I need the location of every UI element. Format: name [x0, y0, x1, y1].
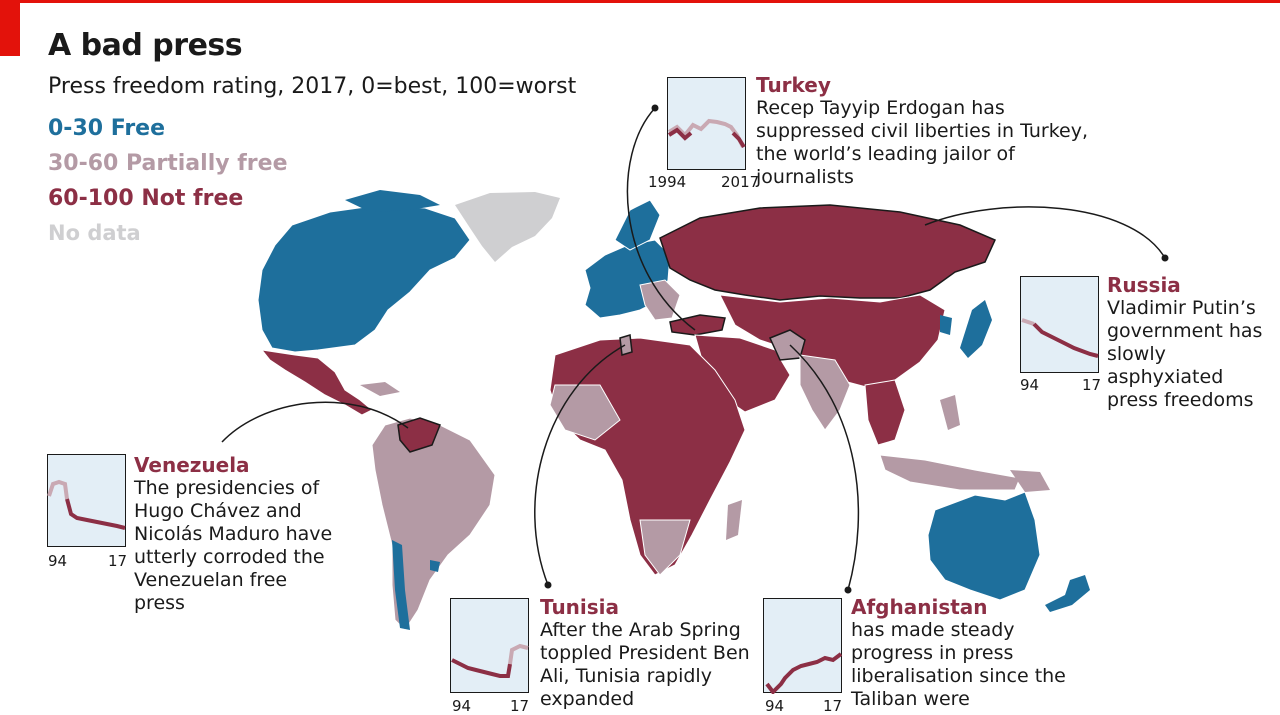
- russia-text: Vladimir Putin’s government has slowly a…: [1107, 297, 1263, 411]
- region-new-zealand: [1045, 575, 1090, 612]
- region-uruguay: [430, 560, 440, 572]
- leader-tunisia: [534, 344, 626, 586]
- tunisia-text: After the Arab Spring toppled President …: [540, 619, 750, 710]
- tunisia-axis-start: 94: [452, 697, 472, 715]
- afghanistan-text: has made steady progress in press libera…: [851, 619, 1066, 710]
- russia-axis-end: 17: [1082, 376, 1102, 394]
- region-new-guinea: [1010, 470, 1050, 492]
- region-mexico: [260, 349, 373, 416]
- region-southeast-asia: [864, 379, 906, 446]
- region-turkey: [669, 314, 726, 336]
- region-chile: [392, 540, 410, 630]
- russia-axis-start: 94: [1020, 376, 1040, 394]
- leader-tunisia-dot: [544, 581, 552, 589]
- russia-sparkline: [1020, 276, 1099, 373]
- region-scandinavia: [614, 199, 661, 251]
- region-greenland: [455, 192, 560, 262]
- legend-partially-free: 30-60 Partially free: [48, 151, 288, 176]
- turkey-sparkline: [667, 77, 746, 170]
- region-japan: [960, 300, 992, 358]
- legend: 0-30 Free 30-60 Partially free 60-100 No…: [48, 116, 288, 249]
- venezuela-text: The presidencies of Hugo Chávez and Nico…: [134, 477, 333, 614]
- region-balkans: [639, 279, 681, 321]
- callout-tunisia: Tunisia After the Arab Spring toppled Pr…: [540, 596, 750, 711]
- leader-turkey-dot: [651, 104, 659, 112]
- legend-free: 0-30 Free: [48, 116, 166, 141]
- venezuela-axis-end: 17: [108, 552, 128, 570]
- leader-turkey: [626, 107, 696, 331]
- chart-title: A bad press: [48, 28, 243, 63]
- turkey-heading: Turkey: [756, 73, 831, 97]
- russia-heading: Russia: [1107, 273, 1181, 297]
- brand-tag: [0, 0, 20, 56]
- region-russia: [659, 204, 996, 301]
- top-rule: [0, 0, 1280, 3]
- region-afghanistan: [768, 329, 806, 361]
- leader-russia-dot: [1161, 254, 1169, 262]
- venezuela-axis-start: 94: [48, 552, 68, 570]
- region-australia: [927, 491, 1041, 601]
- afghanistan-heading: Afghanistan: [851, 595, 988, 619]
- afghanistan-axis-start: 94: [765, 697, 785, 715]
- turkey-axis-end: 2017: [721, 173, 760, 191]
- leader-russia: [924, 206, 1166, 259]
- leader-venezuela: [221, 401, 409, 443]
- leader-afghanistan-dot: [844, 586, 852, 594]
- region-north-america: [257, 204, 471, 353]
- venezuela-heading: Venezuela: [134, 453, 250, 477]
- callout-venezuela: Venezuela The presidencies of Hugo Cháve…: [134, 454, 334, 615]
- region-indonesia: [879, 454, 1021, 491]
- region-southern-africa: [639, 519, 691, 576]
- callout-turkey: Turkey Recep Tayyip Erdogan has suppress…: [756, 74, 1116, 189]
- callout-russia: Russia Vladimir Putin’s government has s…: [1107, 274, 1275, 412]
- region-caribbean: [360, 382, 400, 396]
- region-venezuela: [397, 417, 441, 453]
- venezuela-sparkline: [47, 454, 126, 547]
- turkey-axis-start: 1994: [648, 173, 687, 191]
- turkey-text: Recep Tayyip Erdogan has suppressed civi…: [756, 97, 1089, 188]
- afghanistan-axis-end: 17: [823, 697, 843, 715]
- chart-subtitle: Press freedom rating, 2017, 0=best, 100=…: [48, 74, 577, 99]
- region-korea: [940, 315, 952, 335]
- region-tunisia: [619, 334, 633, 356]
- afghanistan-sparkline: [763, 598, 843, 694]
- legend-not-free: 60-100 Not free: [48, 186, 244, 211]
- tunisia-heading: Tunisia: [540, 595, 620, 619]
- region-arctic-islands: [345, 190, 440, 212]
- tunisia-sparkline: [450, 598, 529, 693]
- leader-afghanistan: [789, 344, 860, 591]
- callout-afghanistan: Afghanistan has made steady progress in …: [851, 596, 1071, 711]
- region-philippines: [940, 395, 960, 430]
- legend-no-data: No data: [48, 221, 141, 245]
- tunisia-axis-end: 17: [510, 697, 530, 715]
- region-madagascar: [726, 500, 742, 540]
